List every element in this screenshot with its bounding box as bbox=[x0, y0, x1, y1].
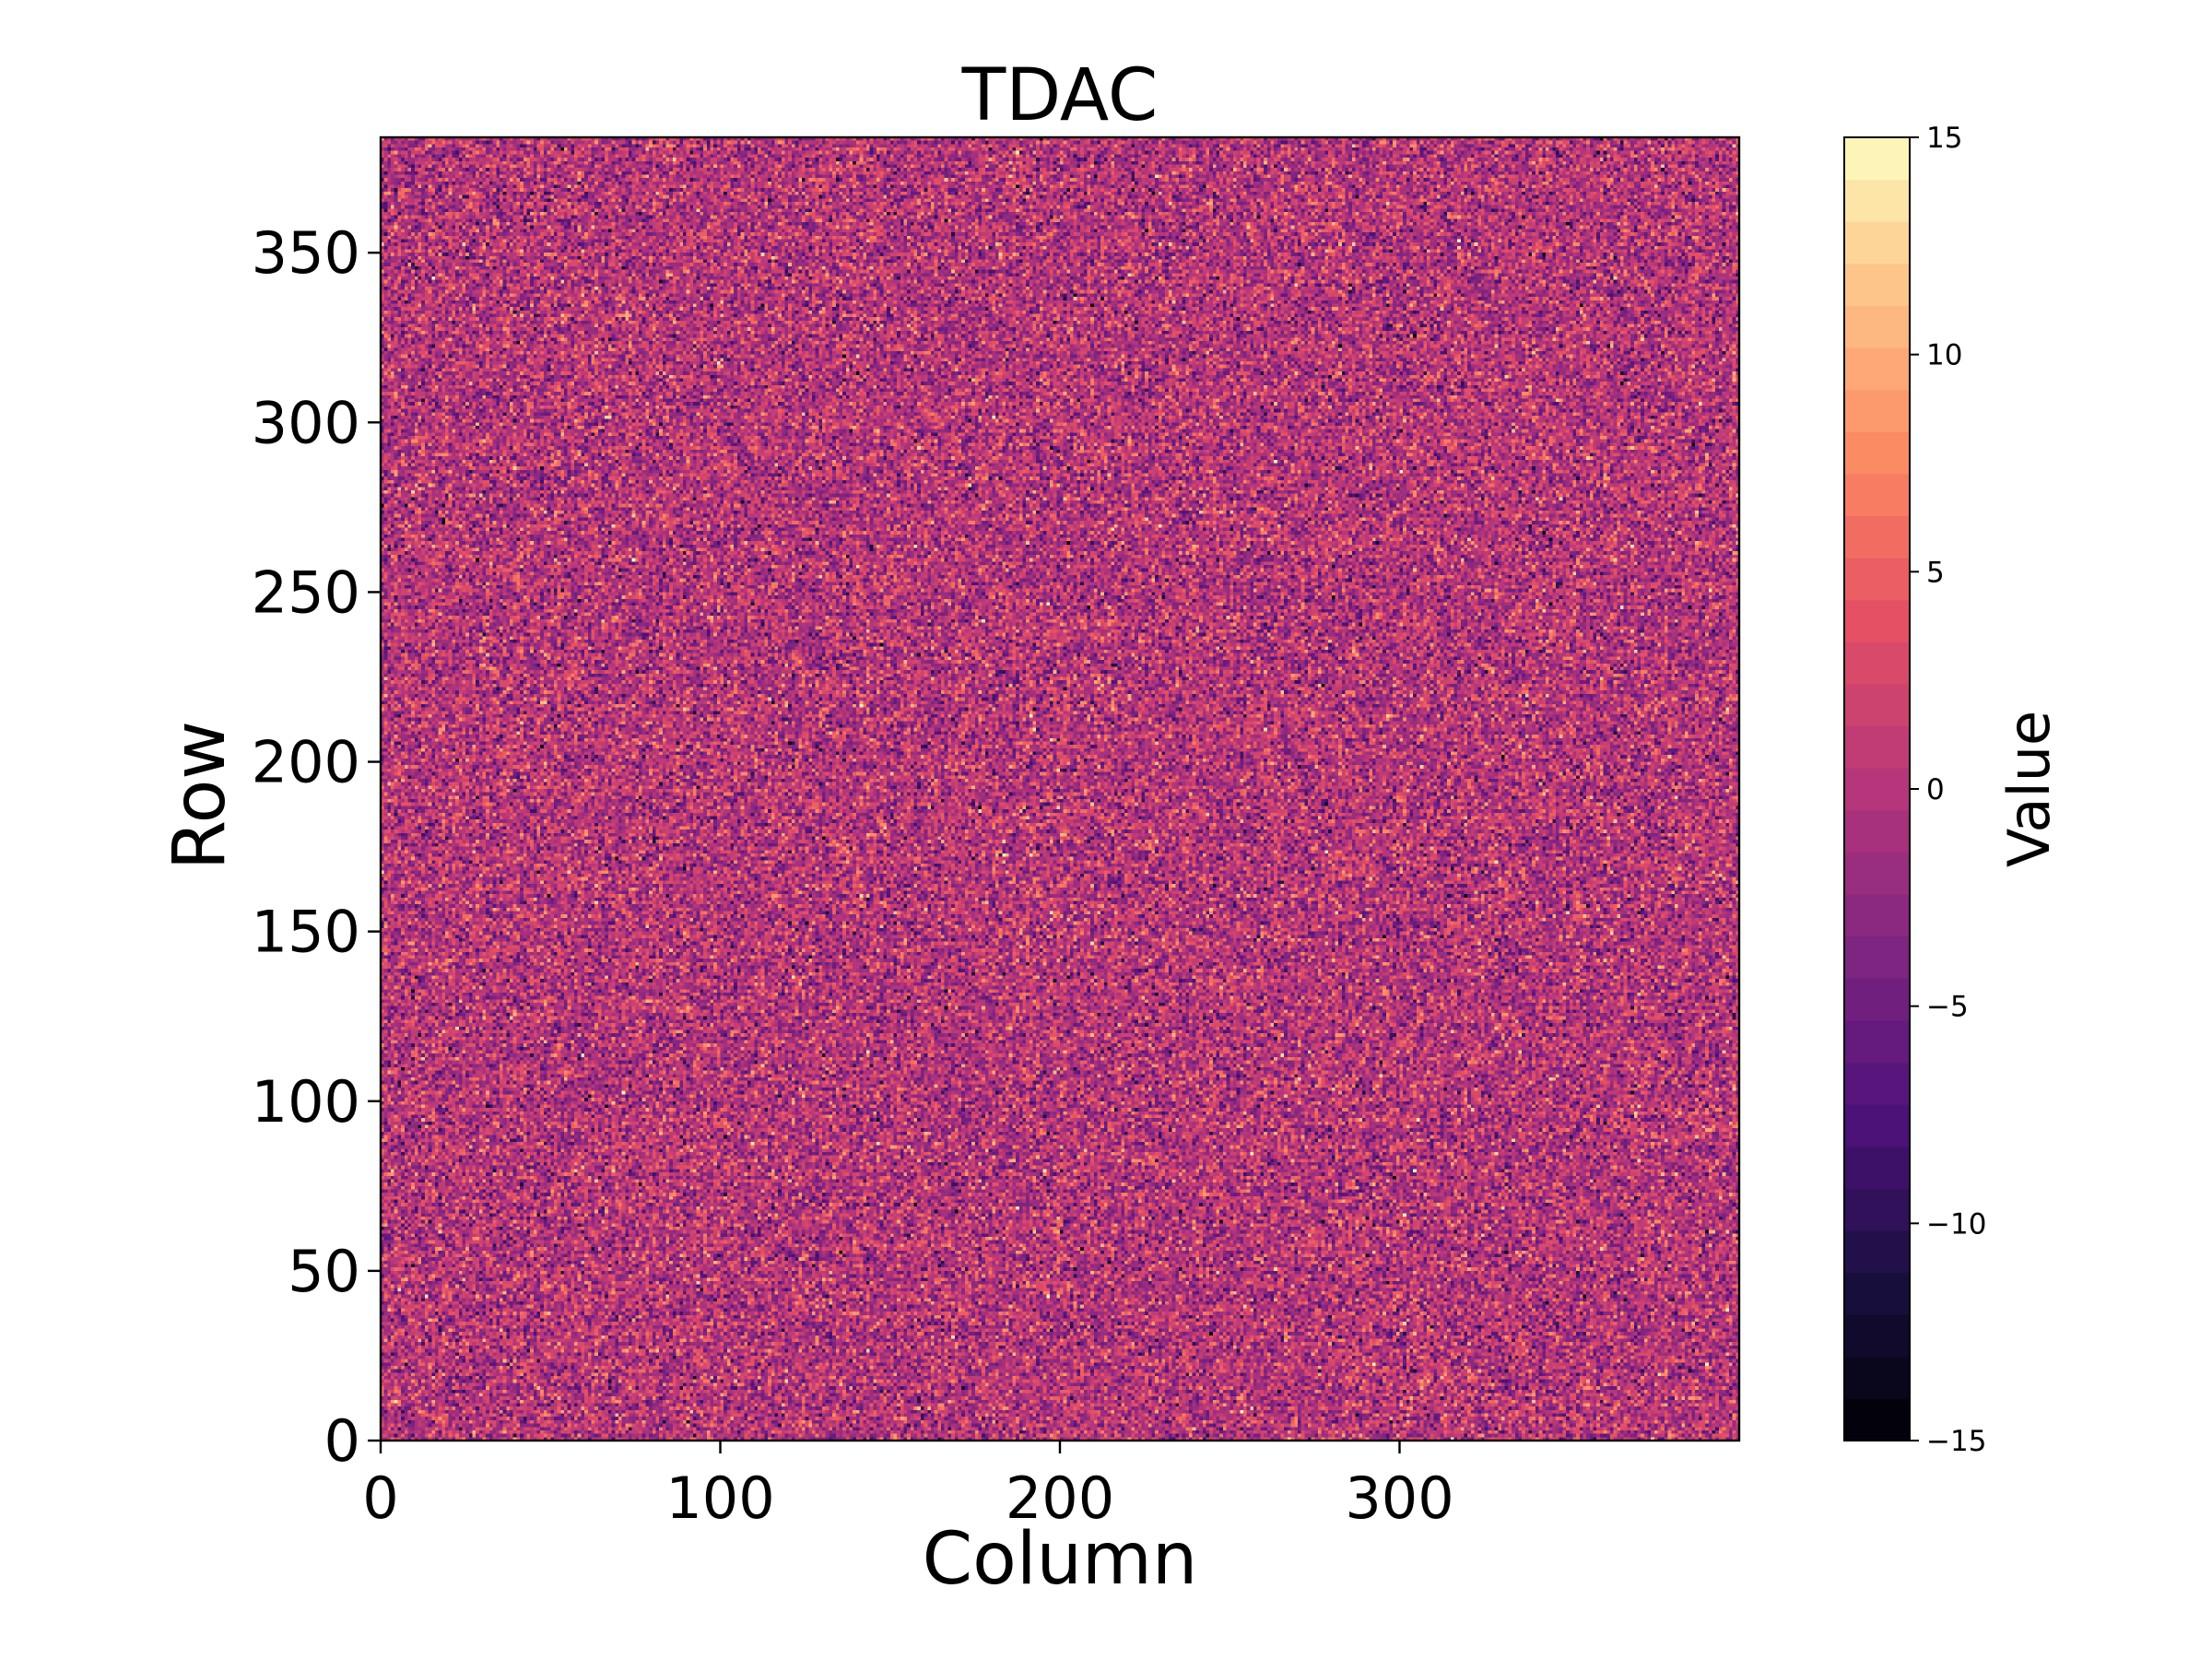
colorbar-band bbox=[1844, 599, 1910, 642]
colorbar-tick-label: −5 bbox=[1926, 991, 1969, 1024]
colorbar-tick-label: 15 bbox=[1926, 122, 1962, 155]
y-tick-label: 200 bbox=[252, 729, 360, 796]
colorbar-band bbox=[1844, 683, 1910, 727]
colorbar-band bbox=[1844, 1230, 1910, 1274]
colorbar-band bbox=[1844, 1314, 1910, 1358]
colorbar-band bbox=[1844, 641, 1910, 685]
colorbar-label: Value bbox=[1995, 711, 2063, 867]
x-tick-label: 300 bbox=[1345, 1465, 1453, 1532]
x-tick-label: 200 bbox=[1006, 1465, 1114, 1532]
y-tick-label: 300 bbox=[252, 389, 360, 456]
colorbar-band bbox=[1844, 809, 1910, 853]
colorbar-band bbox=[1844, 389, 1910, 432]
colorbar-band bbox=[1844, 179, 1910, 222]
colorbar-ticks: −15 −10 −5 0 5 10 15 bbox=[1910, 122, 1986, 1458]
x-axis: 0 100 200 300 bbox=[362, 1441, 1454, 1532]
colorbar-band bbox=[1844, 263, 1910, 307]
colorbar-tick-label: 0 bbox=[1926, 773, 1945, 806]
colorbar bbox=[1844, 137, 1910, 1441]
colorbar-band bbox=[1844, 473, 1910, 517]
colorbar-band bbox=[1844, 935, 1910, 979]
colorbar-tick-label: −10 bbox=[1926, 1207, 1986, 1241]
colorbar-tick-label: −15 bbox=[1926, 1425, 1986, 1458]
colorbar-band bbox=[1844, 221, 1910, 265]
colorbar-band bbox=[1844, 1062, 1910, 1105]
heatmap-canvas bbox=[381, 137, 1739, 1441]
colorbar-tick-label: 10 bbox=[1926, 339, 1962, 372]
y-tick-label: 250 bbox=[252, 559, 360, 626]
colorbar-band bbox=[1844, 347, 1910, 391]
colorbar-band bbox=[1844, 852, 1910, 895]
colorbar-band bbox=[1844, 894, 1910, 937]
colorbar-band bbox=[1844, 978, 1910, 1021]
colorbar-band bbox=[1844, 1146, 1910, 1189]
colorbar-band bbox=[1844, 558, 1910, 601]
colorbar-band bbox=[1844, 1398, 1910, 1441]
y-axis-label: Row bbox=[159, 721, 241, 870]
y-tick-label: 0 bbox=[324, 1407, 360, 1475]
colorbar-tick-label: 5 bbox=[1926, 556, 1945, 589]
colorbar-band bbox=[1844, 1019, 1910, 1064]
x-tick-label: 0 bbox=[362, 1465, 398, 1532]
colorbar-band bbox=[1844, 431, 1910, 475]
y-tick-label: 150 bbox=[252, 899, 360, 966]
x-axis-label: Column bbox=[923, 1518, 1198, 1601]
colorbar-band bbox=[1844, 1356, 1910, 1399]
heatmap-plot bbox=[381, 137, 1739, 1441]
colorbar-band bbox=[1844, 1188, 1910, 1231]
y-tick-label: 100 bbox=[252, 1068, 360, 1135]
colorbar-band bbox=[1844, 137, 1910, 181]
colorbar-band bbox=[1844, 768, 1910, 811]
colorbar-band bbox=[1844, 1104, 1910, 1147]
colorbar-band bbox=[1844, 725, 1910, 769]
chart-title: TDAC bbox=[961, 54, 1159, 137]
colorbar-band bbox=[1844, 1272, 1910, 1315]
y-tick-label: 50 bbox=[288, 1238, 360, 1305]
y-axis: 0 50 100 150 200 250 300 350 bbox=[252, 219, 381, 1475]
x-tick-label: 100 bbox=[665, 1465, 774, 1532]
y-tick-label: 350 bbox=[252, 219, 360, 287]
colorbar-band bbox=[1844, 305, 1910, 348]
colorbar-band bbox=[1844, 515, 1910, 559]
